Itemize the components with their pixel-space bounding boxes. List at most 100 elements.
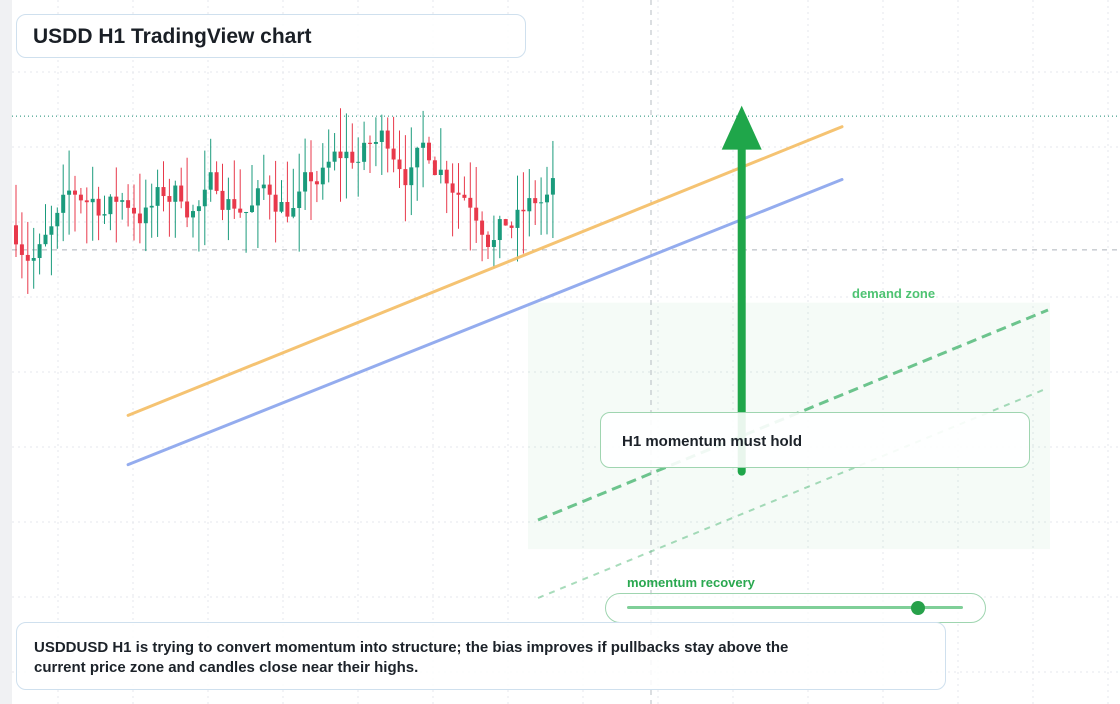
candle-body[interactable] <box>37 244 42 258</box>
candle-body[interactable] <box>108 196 113 215</box>
candle-body[interactable] <box>309 172 313 182</box>
candle-body[interactable] <box>486 234 490 247</box>
candle-body[interactable] <box>102 214 107 216</box>
candle-body[interactable] <box>462 194 467 198</box>
candle-body[interactable] <box>250 205 254 213</box>
momentum-slider-knob[interactable] <box>911 601 926 615</box>
candle-body[interactable] <box>285 202 290 217</box>
candle-body[interactable] <box>468 197 473 208</box>
candle-body[interactable] <box>480 220 485 235</box>
candle-body[interactable] <box>291 208 296 217</box>
candle-body[interactable] <box>297 191 302 209</box>
candle-body[interactable] <box>179 185 184 202</box>
candle-body[interactable] <box>338 151 343 159</box>
candle-body[interactable] <box>350 151 355 163</box>
candle-body[interactable] <box>31 257 36 261</box>
candle-body[interactable] <box>155 187 160 206</box>
candle-body[interactable] <box>432 160 437 176</box>
candle-body[interactable] <box>279 202 284 212</box>
candle-body[interactable] <box>238 208 243 213</box>
candle-body[interactable] <box>456 192 461 195</box>
candle-body[interactable] <box>491 240 496 247</box>
left-scroll-strip <box>0 0 12 704</box>
candle-body[interactable] <box>474 207 479 221</box>
candle-body[interactable] <box>173 185 178 202</box>
candle-body[interactable] <box>320 167 325 185</box>
candle-body[interactable] <box>438 169 443 176</box>
candle-body[interactable] <box>344 151 349 159</box>
candle-body[interactable] <box>326 161 331 168</box>
candle-body[interactable] <box>497 219 502 241</box>
candle-body[interactable] <box>261 184 266 189</box>
candle-body[interactable] <box>61 194 66 213</box>
candle-body[interactable] <box>521 209 526 212</box>
candle-body[interactable] <box>509 225 514 228</box>
candle-body[interactable] <box>303 172 308 192</box>
trendline[interactable] <box>126 178 844 467</box>
candle-body[interactable] <box>73 190 77 195</box>
candle-body[interactable] <box>539 202 544 204</box>
candle-body[interactable] <box>533 198 538 204</box>
candle-body[interactable] <box>167 196 172 202</box>
candle-body[interactable] <box>202 189 207 207</box>
candle-body[interactable] <box>550 178 555 195</box>
candle-body[interactable] <box>515 209 520 228</box>
candle-body[interactable] <box>43 234 48 245</box>
candle-body[interactable] <box>185 201 190 218</box>
candle-body[interactable] <box>421 142 426 148</box>
candle-body[interactable] <box>332 151 337 162</box>
candle-body[interactable] <box>132 207 136 214</box>
candle-body[interactable] <box>368 142 372 144</box>
candle-body[interactable] <box>397 159 402 170</box>
candle-body[interactable] <box>450 183 455 193</box>
candle-body[interactable] <box>149 205 154 208</box>
bias-text: USDDUSD H1 is trying to convert momentum… <box>34 639 789 676</box>
momentum-callout: H1 momentum must hold <box>600 412 1030 468</box>
candle-body[interactable] <box>49 226 54 235</box>
candle-body[interactable] <box>78 194 83 201</box>
candle-body[interactable] <box>67 190 72 195</box>
candle-body[interactable] <box>503 219 508 226</box>
candle-body[interactable] <box>55 212 60 227</box>
candle-body[interactable] <box>14 225 18 245</box>
candle-body[interactable] <box>208 172 213 190</box>
candle-body[interactable] <box>373 141 378 144</box>
candle-body[interactable] <box>444 169 449 184</box>
candle-body[interactable] <box>314 181 319 185</box>
candle-body[interactable] <box>226 199 231 210</box>
candle-body[interactable] <box>232 199 237 209</box>
candle-body[interactable] <box>143 207 148 224</box>
candle-body[interactable] <box>114 196 119 202</box>
candle-body[interactable] <box>527 198 532 212</box>
candle-body[interactable] <box>214 172 219 191</box>
candle-body[interactable] <box>391 148 396 160</box>
candle-body[interactable] <box>137 213 142 224</box>
trendline[interactable] <box>126 125 844 417</box>
candle-body[interactable] <box>19 244 24 255</box>
candle-body[interactable] <box>126 200 131 208</box>
candle-body[interactable] <box>545 194 549 203</box>
candle-body[interactable] <box>362 142 367 162</box>
candle-body[interactable] <box>90 198 95 203</box>
candle-body[interactable] <box>255 188 260 206</box>
candle-body[interactable] <box>427 142 431 161</box>
candle-body[interactable] <box>403 169 408 186</box>
title-panel: USDD H1 TradingView chart <box>16 14 526 58</box>
candle-body[interactable] <box>96 198 101 216</box>
candle-body[interactable] <box>415 147 420 168</box>
candle-body[interactable] <box>379 130 384 142</box>
candle-body[interactable] <box>84 200 89 203</box>
candle-body[interactable] <box>220 190 225 210</box>
candle-body[interactable] <box>267 184 272 195</box>
candle-body[interactable] <box>25 254 30 261</box>
candle-body[interactable] <box>244 212 249 214</box>
candle-body[interactable] <box>409 167 414 186</box>
candle-body[interactable] <box>120 200 125 202</box>
momentum-slider-track[interactable] <box>627 606 963 609</box>
candle-body[interactable] <box>191 211 195 218</box>
candle-body[interactable] <box>161 187 166 197</box>
candle-body[interactable] <box>196 206 201 212</box>
candle-body[interactable] <box>385 130 390 149</box>
candle-body[interactable] <box>356 161 361 163</box>
candle-body[interactable] <box>273 194 278 212</box>
